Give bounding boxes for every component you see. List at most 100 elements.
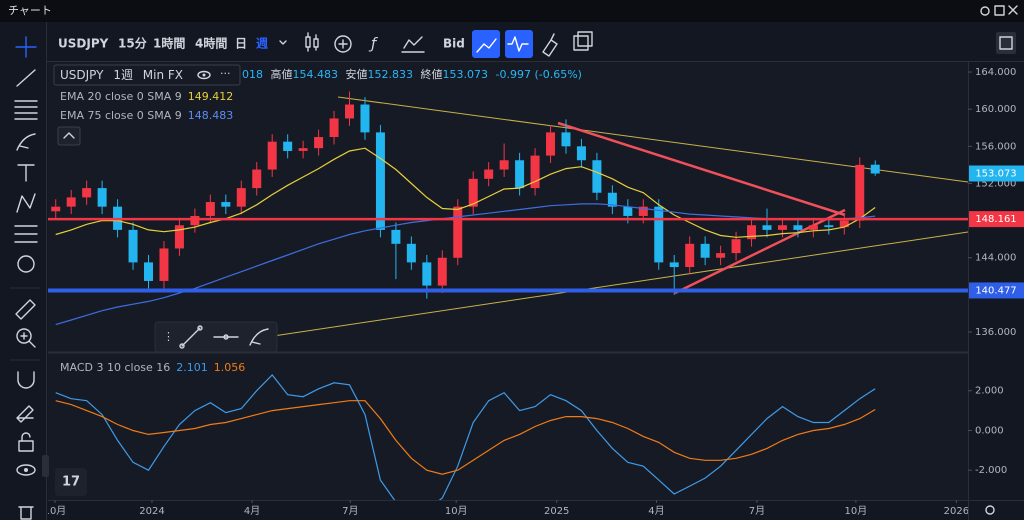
price-type-button[interactable]: Bid <box>443 37 465 51</box>
candle-body <box>236 188 246 207</box>
eye-icon[interactable] <box>197 70 211 80</box>
x-tick-label: 2025 <box>544 506 569 517</box>
x-tick-label: 4月 <box>648 505 664 517</box>
candle-body <box>422 262 432 286</box>
candle-body <box>669 262 679 268</box>
drag-handle[interactable]: ⋮ <box>163 330 174 343</box>
price-axis: 164.000 160.000 156.000 152.000 144.000 136.0… <box>968 67 1024 476</box>
interval-button[interactable]: 1時間 <box>153 36 185 51</box>
emoji-tool[interactable] <box>17 255 35 273</box>
interval-button-active[interactable]: 週 <box>256 36 268 51</box>
candle-body <box>777 225 787 230</box>
ema-line <box>55 147 876 238</box>
interval-button[interactable]: 15分 <box>118 36 147 51</box>
y-tick-label: 144.000 <box>975 253 1016 264</box>
brush-tool[interactable] <box>16 133 36 151</box>
ema-name: EMA 75 close 0 SMA 9 <box>60 109 182 122</box>
delete-tool[interactable] <box>18 506 34 520</box>
y-tick-label: 152.000 <box>975 178 1016 189</box>
ema-value: 149.412 <box>188 90 234 103</box>
zoom-tool[interactable] <box>16 328 36 348</box>
settings-button[interactable] <box>980 6 990 16</box>
candle-body <box>205 202 215 216</box>
fullscreen-button[interactable] <box>996 32 1016 54</box>
function-button[interactable]: ƒ <box>368 35 378 53</box>
legend-high: 154.483 <box>293 68 339 81</box>
lock-drawing-tool[interactable] <box>16 405 34 423</box>
plot-area <box>48 62 968 500</box>
legend-change: -0.997 (-0.65%) <box>496 68 582 81</box>
interval-dropdown[interactable] <box>279 40 287 45</box>
candle-body <box>515 160 525 189</box>
indicator-add-button[interactable] <box>334 35 352 53</box>
last-price-label-bg <box>969 165 1024 182</box>
trend-line <box>557 121 846 217</box>
trend-button-active[interactable] <box>472 30 500 58</box>
collapse-button[interactable] <box>57 126 81 146</box>
collapse-icon <box>63 132 75 139</box>
text-tool[interactable] <box>17 164 35 182</box>
visibility-tool[interactable] <box>16 464 36 476</box>
logo <box>55 468 87 496</box>
line-tool[interactable] <box>181 327 201 347</box>
pattern-tool[interactable] <box>16 193 36 213</box>
legend-ohlc: USDJPY 1週 Min FX <box>60 68 183 82</box>
candle-body <box>360 104 370 133</box>
candle-body <box>623 206 633 216</box>
layout-button[interactable] <box>573 31 593 51</box>
candle-body <box>716 253 726 258</box>
legend-symbol: USDJPY <box>60 68 104 82</box>
candle-body <box>855 164 865 221</box>
prediction-tool[interactable] <box>14 225 38 243</box>
lock-tool[interactable] <box>18 432 34 452</box>
close-button[interactable] <box>1008 5 1018 15</box>
legend-close-label: 終値 <box>421 67 443 81</box>
x-tick-label: 10月 <box>845 505 868 517</box>
interval-button[interactable]: 4時間 <box>195 36 227 51</box>
more-icon[interactable]: ··· <box>220 67 231 80</box>
symbol-button[interactable]: USDJPY <box>58 37 109 51</box>
compare-button[interactable] <box>401 36 425 53</box>
legend-close: 153.073 <box>443 68 489 81</box>
candle-body <box>685 243 695 268</box>
candle-body <box>391 229 401 244</box>
chart-layer: 10月 2024 4月 7月 10月 2025 4月 7月 10月 2026 164.000 160… <box>44 62 1024 520</box>
clear-button[interactable] <box>542 33 558 57</box>
candle-body <box>174 225 184 249</box>
candle-body <box>762 225 772 230</box>
brush-tool[interactable] <box>249 328 269 346</box>
candle-body <box>144 262 154 281</box>
interval-button[interactable]: 日 <box>235 37 247 51</box>
macd-title: MACD 3 10 close 16 <box>60 361 170 374</box>
candle-body <box>700 243 710 258</box>
trend-line <box>674 208 846 295</box>
symbol-box[interactable] <box>53 64 241 86</box>
fib-tool[interactable] <box>14 100 38 120</box>
last-price-label: 153.073 <box>975 168 1016 179</box>
candle-body <box>592 160 602 193</box>
wave-button-active[interactable] <box>505 30 533 58</box>
candle-body <box>329 118 339 138</box>
legend-low: 152.833 <box>368 68 414 81</box>
candle-body <box>453 206 463 258</box>
candle-body <box>97 188 107 207</box>
candle-body <box>607 192 617 207</box>
popout-button[interactable] <box>994 5 1005 16</box>
ema-name: EMA 20 close 0 SMA 9 <box>60 90 182 103</box>
candle-body <box>561 132 571 147</box>
toolbar-toggle[interactable] <box>42 455 49 477</box>
macd-value: 2.101 <box>176 361 208 374</box>
y-tick-label: 160.000 <box>975 104 1016 115</box>
x-tick-label: 10月 <box>44 505 67 517</box>
candle-body <box>576 146 586 161</box>
ema-value: 148.483 <box>188 109 234 122</box>
y-tick-label: 156.000 <box>975 141 1016 152</box>
trendline-tool[interactable] <box>16 69 36 87</box>
crosshair-tool[interactable] <box>15 36 37 58</box>
candle-type-button[interactable] <box>305 32 319 52</box>
settings-icon[interactable] <box>985 505 995 515</box>
ruler-tool[interactable] <box>15 299 36 320</box>
magnet-tool[interactable] <box>17 371 35 389</box>
candle-body <box>82 188 92 198</box>
